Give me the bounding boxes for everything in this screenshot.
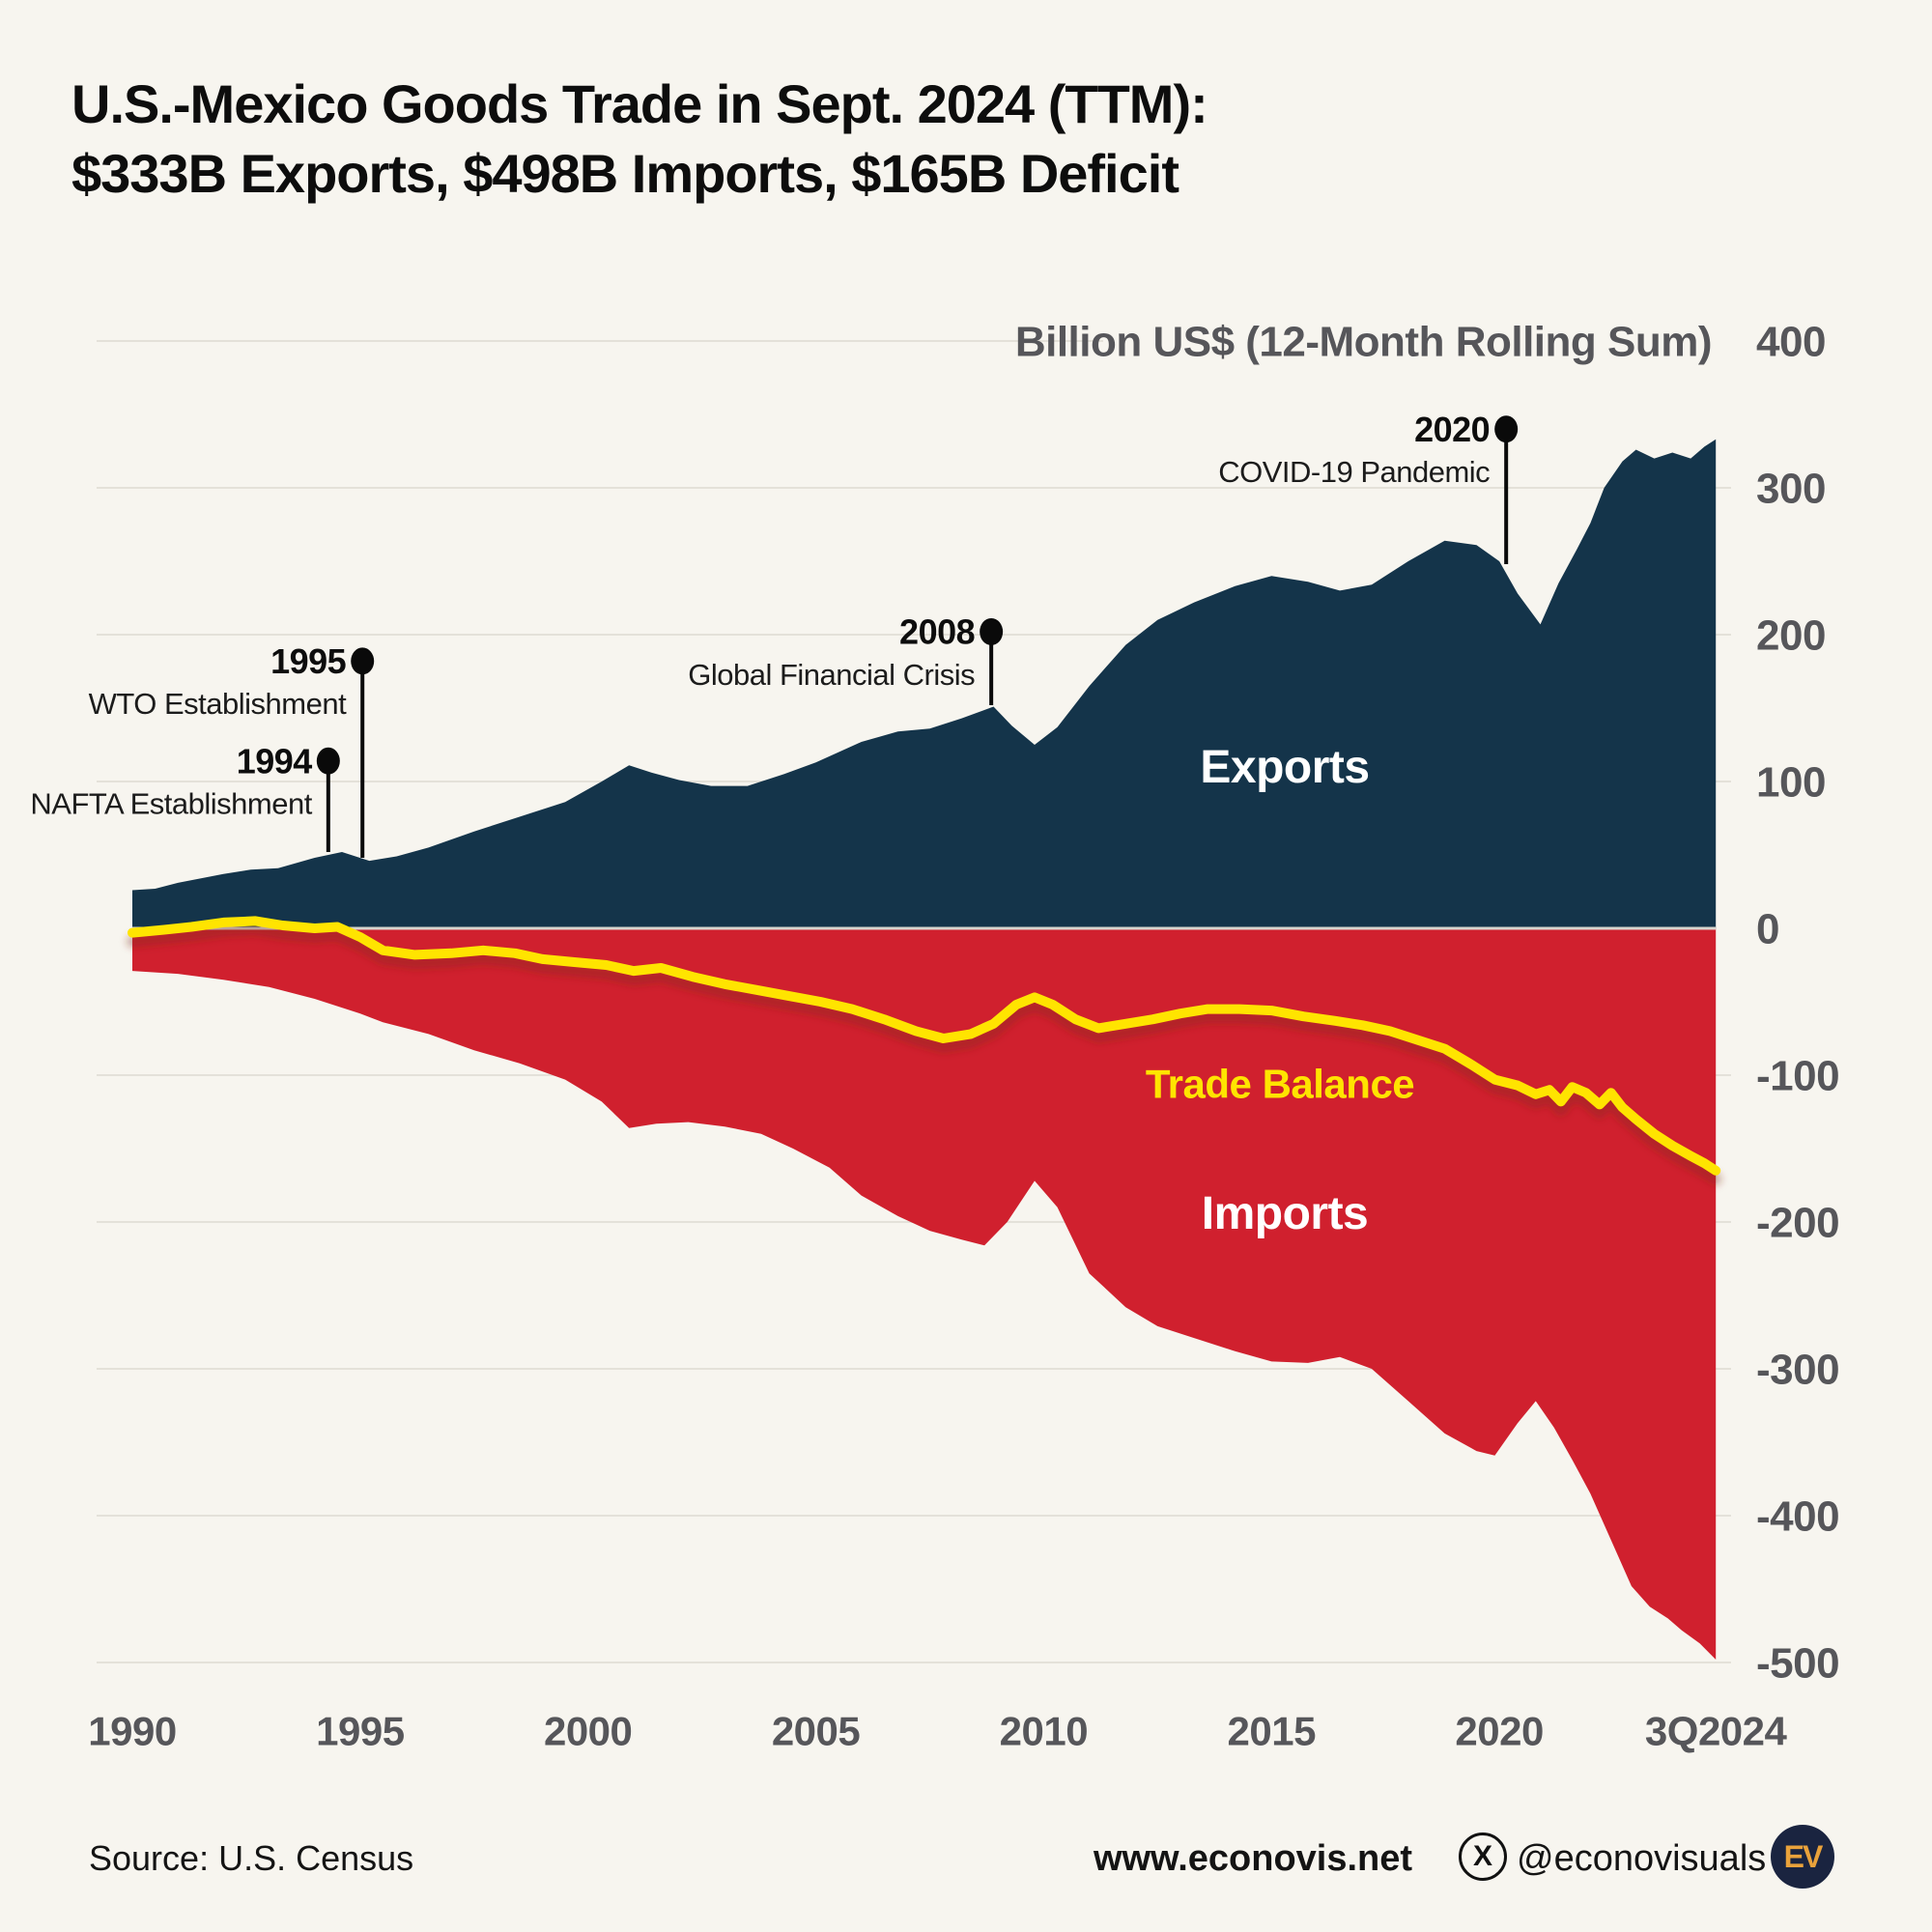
x-tick-label-1990: 1990	[88, 1709, 176, 1754]
econovis-logo-text: EV	[1783, 1838, 1824, 1874]
imports-area	[132, 928, 1717, 1660]
trade-balance-label: Trade Balance	[1146, 1062, 1414, 1107]
social-handle: @econovisuals	[1517, 1838, 1767, 1879]
source-note: Source: U.S. Census	[89, 1838, 414, 1878]
y-tick-label--300: -300	[1756, 1346, 1839, 1393]
x-tick-label-1995: 1995	[316, 1709, 405, 1754]
econovis-logo: EV	[1771, 1825, 1834, 1889]
exports-label: Exports	[1200, 742, 1369, 793]
y-tick-label-300: 300	[1756, 465, 1826, 512]
y-tick-label--200: -200	[1756, 1199, 1839, 1246]
y-tick-label-400: 400	[1756, 318, 1826, 365]
y-tick-label--400: -400	[1756, 1492, 1839, 1540]
x-tick-label-2010: 2010	[1000, 1709, 1088, 1754]
exports-area	[132, 439, 1717, 928]
annotation-text-2020: COVID-19 Pandemic	[1218, 455, 1490, 489]
annotation-year-2020: 2020	[1414, 410, 1490, 449]
y-axis-unit-label: Billion US$ (12-Month Rolling Sum)	[1015, 318, 1712, 365]
imports-label: Imports	[1202, 1188, 1369, 1239]
annotation-dot-2020	[1494, 415, 1519, 443]
x-tick-label-3Q2024: 3Q2024	[1645, 1709, 1788, 1754]
page-title: U.S.-Mexico Goods Trade in Sept. 2024 (T…	[71, 70, 1208, 208]
annotation-year-1995: 1995	[270, 641, 347, 681]
annotation-year-2008: 2008	[899, 612, 975, 652]
annotation-dot-2008	[980, 617, 1004, 645]
x-icon-glyph: X	[1472, 1840, 1492, 1872]
annotation-text-1995: WTO Establishment	[89, 687, 347, 721]
title-line-2: $333B Exports, $498B Imports, $165B Defi…	[71, 142, 1179, 204]
y-tick-label-200: 200	[1756, 611, 1826, 659]
trade-balance-line	[128, 916, 1721, 1176]
annotation-text-2008: Global Financial Crisis	[688, 658, 975, 692]
trade-balance-shadow	[127, 923, 1722, 1185]
annotation-dot-1995	[351, 647, 375, 675]
x-tick-label-2020: 2020	[1455, 1709, 1543, 1754]
annotation-year-1994: 1994	[237, 741, 313, 781]
website-text: www.econovis.net	[1093, 1838, 1413, 1879]
annotation-dot-1994	[316, 747, 340, 775]
y-tick-label--500: -500	[1756, 1639, 1839, 1687]
x-social-icon: X	[1459, 1833, 1507, 1881]
y-tick-label-0: 0	[1756, 905, 1779, 952]
x-tick-label-2015: 2015	[1228, 1709, 1317, 1754]
x-tick-label-2005: 2005	[772, 1709, 861, 1754]
x-tick-label-2000: 2000	[544, 1709, 632, 1754]
y-tick-label-100: 100	[1756, 758, 1826, 806]
annotation-text-1994: NAFTA Establishment	[30, 787, 312, 821]
y-tick-label--100: -100	[1756, 1052, 1839, 1099]
title-line-1: U.S.-Mexico Goods Trade in Sept. 2024 (T…	[71, 73, 1208, 134]
